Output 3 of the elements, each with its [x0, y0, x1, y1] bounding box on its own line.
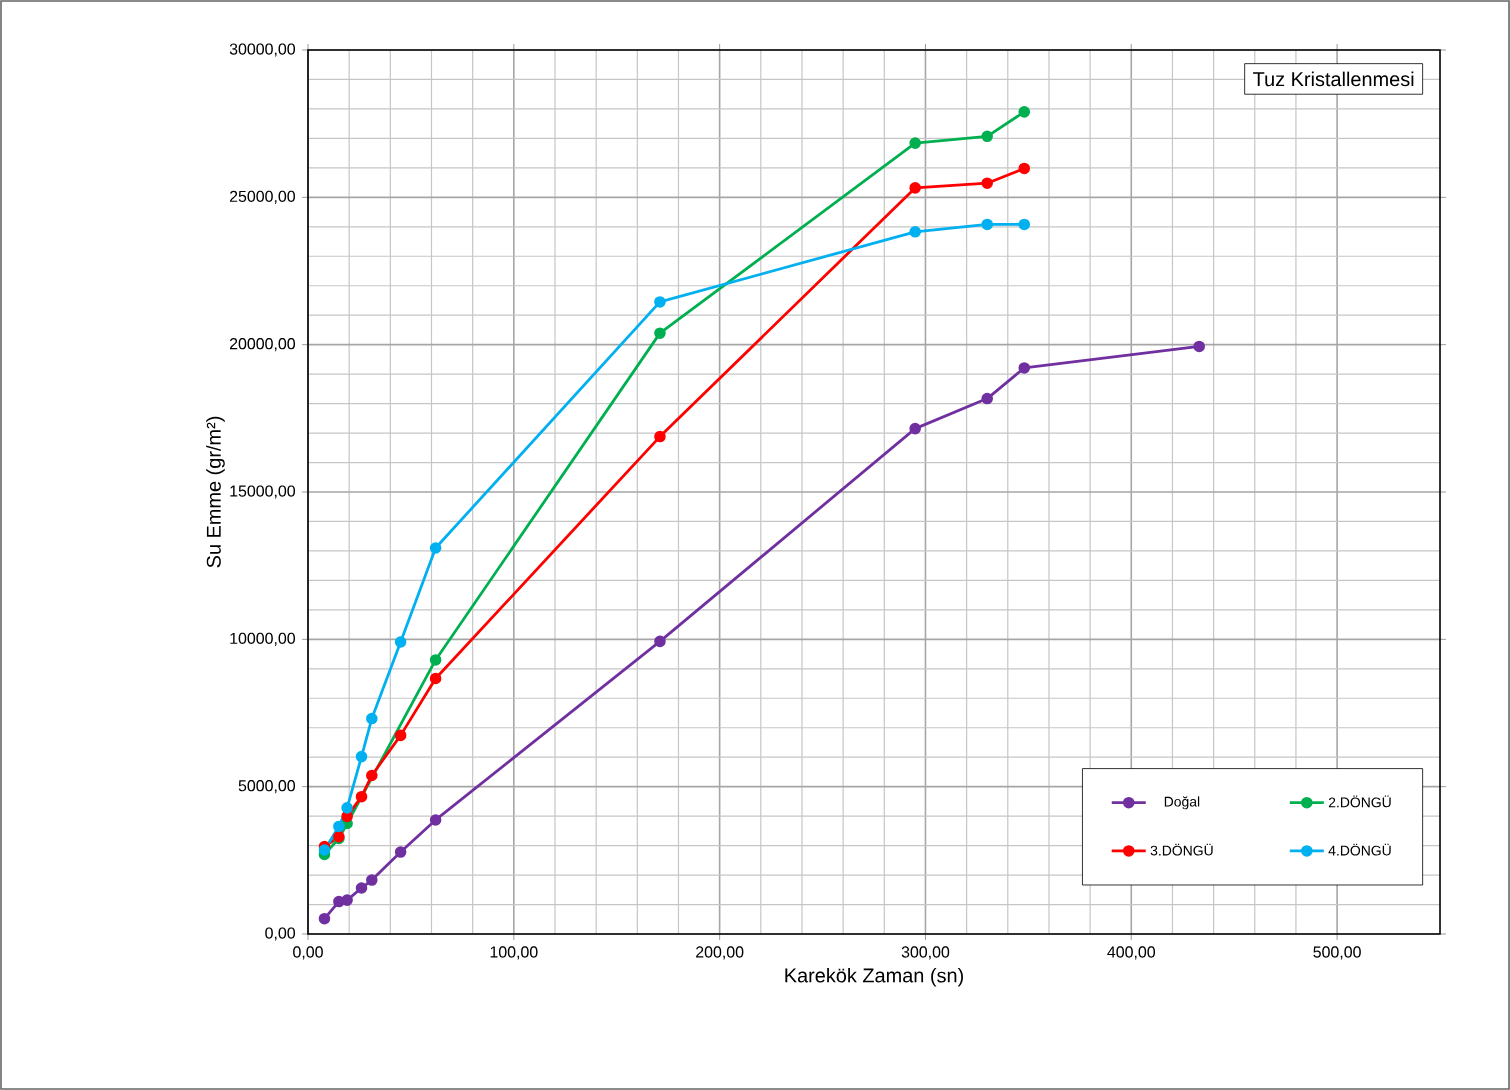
y-axis-title: Su Emme (gr/m²)	[206, 416, 225, 568]
text: Tuz Kristallenmesi	[1253, 71, 1414, 87]
x-axis-title: Karekök Zaman (sn)	[785, 967, 963, 987]
